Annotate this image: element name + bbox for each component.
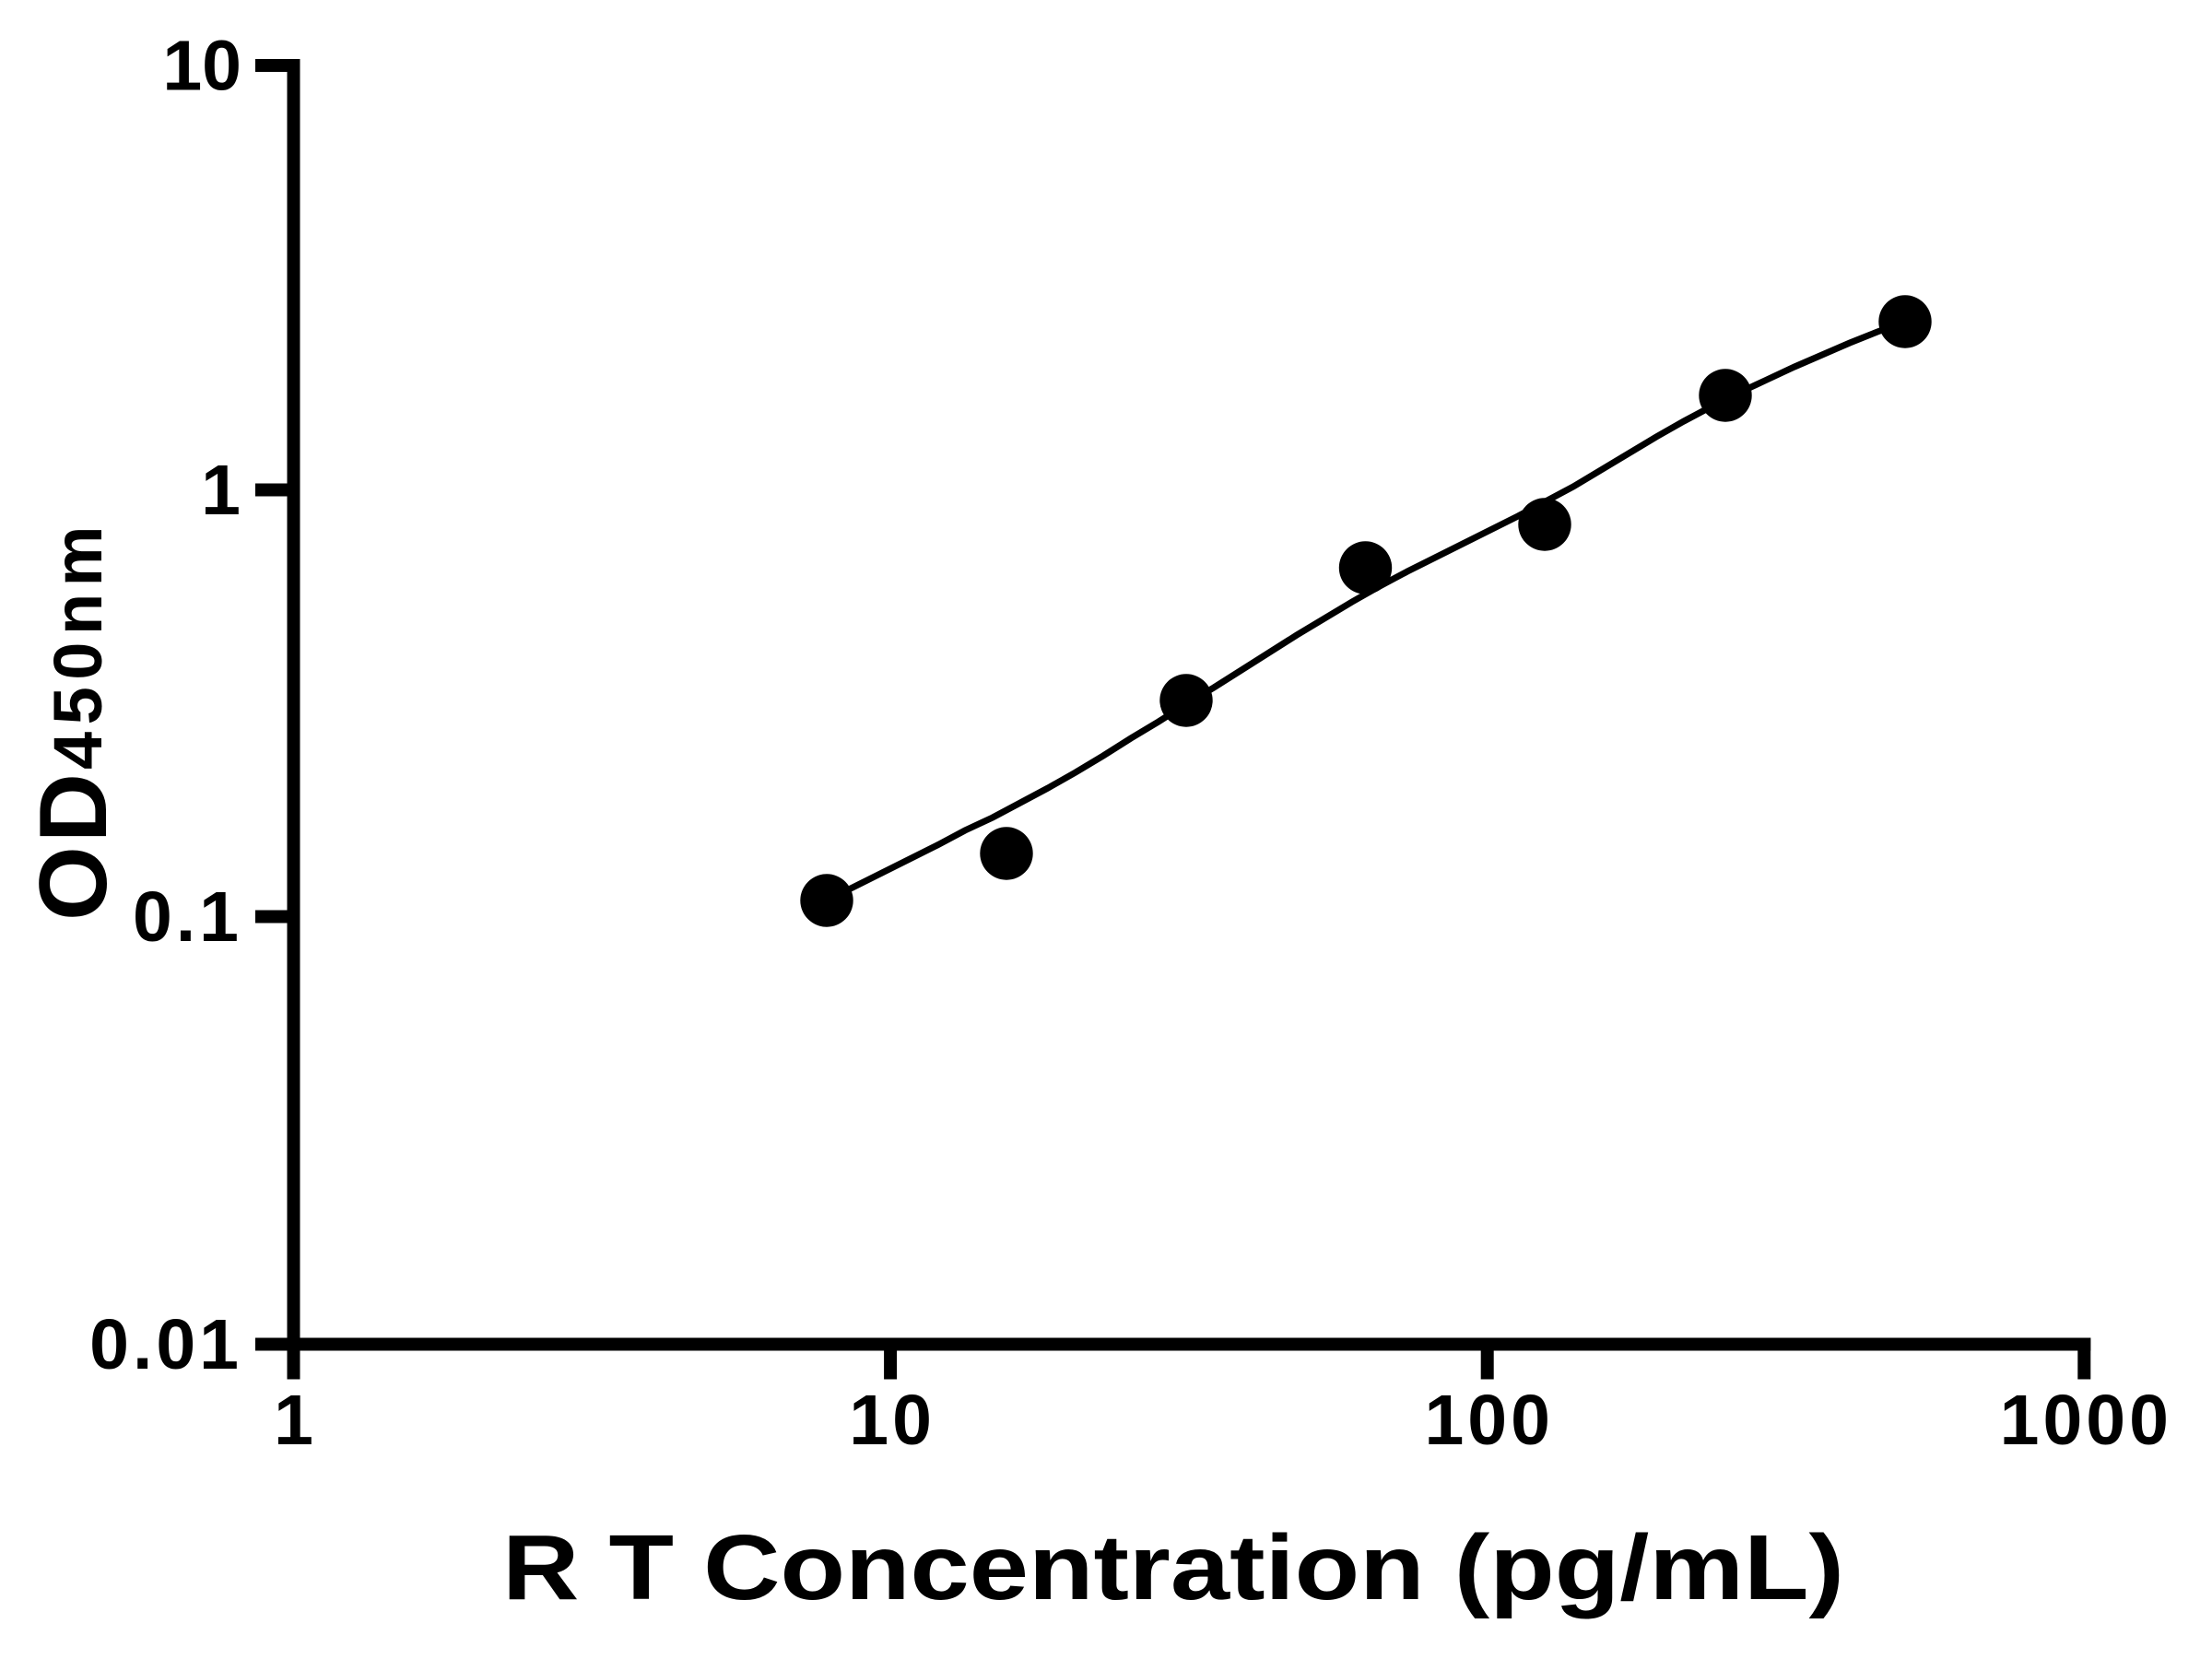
svg-text:0.1: 0.1 (133, 877, 242, 957)
svg-text:1000: 1000 (2000, 1381, 2172, 1460)
svg-text:1: 1 (274, 1381, 313, 1460)
svg-text:R T Concentration (pg/mL): R T Concentration (pg/mL) (502, 1516, 1844, 1619)
svg-text:100: 100 (1424, 1381, 1553, 1460)
svg-text:1: 1 (201, 451, 241, 530)
svg-text:10: 10 (849, 1381, 935, 1460)
svg-text:0.01: 0.01 (89, 1305, 242, 1384)
svg-text:10: 10 (162, 27, 241, 106)
